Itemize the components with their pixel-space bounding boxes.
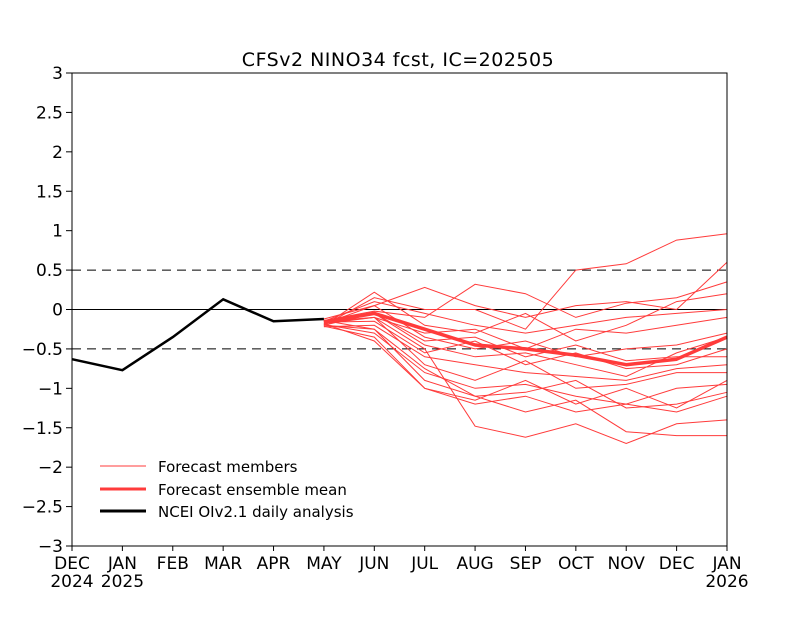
legend-label: Forecast members bbox=[158, 458, 298, 476]
member-line bbox=[323, 312, 727, 362]
x-tick-label: OCT bbox=[558, 554, 594, 574]
y-tick-label: −3 bbox=[38, 537, 63, 557]
x-tick-label: JAN bbox=[711, 554, 741, 574]
x-tick-label: MAR bbox=[204, 554, 242, 574]
y-tick-label: 2 bbox=[52, 143, 63, 163]
x-tick-label: MAY bbox=[306, 554, 342, 574]
member-line bbox=[323, 323, 728, 409]
y-tick-label: 1.5 bbox=[36, 182, 63, 202]
member-line bbox=[323, 281, 728, 321]
x-tick-label: JAN bbox=[107, 554, 137, 574]
y-tick-label: −0.5 bbox=[22, 340, 63, 360]
y-tick-label: −1 bbox=[38, 379, 63, 399]
member-line bbox=[323, 316, 728, 445]
member-line bbox=[323, 324, 728, 381]
member-line bbox=[323, 291, 728, 342]
x-tick-label: DEC bbox=[659, 554, 695, 574]
member-line bbox=[323, 261, 728, 325]
ensemble-mean-group bbox=[323, 311, 728, 367]
member-line bbox=[323, 320, 728, 409]
x-tick-label: DEC bbox=[54, 554, 90, 574]
x-tick-label: JUN bbox=[358, 554, 389, 574]
x-tick-label: FEB bbox=[157, 554, 189, 574]
x-tick-year-label: 2026 bbox=[705, 572, 748, 592]
x-tick-label: JUL bbox=[410, 554, 438, 574]
member-line bbox=[323, 233, 728, 330]
member-line bbox=[323, 325, 728, 413]
y-axis: 3 2.5 2 1.5 1 0.5 0 −0.5 −1 −1.5 −2 −2.5 −3 bbox=[22, 64, 72, 557]
x-tick-label: AUG bbox=[456, 554, 493, 574]
forecast-members bbox=[323, 233, 728, 445]
y-tick-label: 0 bbox=[52, 301, 63, 321]
ensemble-mean-line bbox=[323, 311, 728, 367]
legend: Forecast members Forecast ensemble mean NC… bbox=[100, 458, 354, 521]
member-line bbox=[323, 312, 728, 378]
y-tick-label: 0.5 bbox=[36, 261, 63, 281]
y-tick-label: −2.5 bbox=[22, 498, 63, 518]
y-tick-label: 3 bbox=[52, 64, 63, 84]
x-tick-year-label: 2024 bbox=[50, 572, 93, 592]
y-tick-label: −2 bbox=[38, 458, 63, 478]
x-tick-label: SEP bbox=[510, 554, 542, 574]
x-tick-label: APR bbox=[257, 554, 291, 574]
x-tick-label: NOV bbox=[608, 554, 646, 574]
reference-lines bbox=[72, 269, 727, 350]
member-line bbox=[323, 301, 728, 334]
legend-label: NCEI OIv2.1 daily analysis bbox=[158, 503, 354, 521]
member-line bbox=[323, 320, 728, 370]
y-tick-label: 1 bbox=[52, 222, 63, 242]
member-line bbox=[323, 324, 727, 437]
y-tick-label: −1.5 bbox=[22, 419, 63, 439]
y-tick-label: 2.5 bbox=[36, 103, 63, 123]
chart-title: CFSv2 NINO34 fcst, IC=202505 bbox=[242, 49, 554, 71]
legend-label: Forecast ensemble mean bbox=[158, 481, 347, 499]
analysis-line bbox=[71, 297, 324, 372]
x-tick-year-label: 2025 bbox=[101, 572, 144, 592]
analysis-line-group bbox=[71, 297, 324, 372]
member-line bbox=[323, 316, 727, 389]
member-line bbox=[323, 305, 728, 358]
